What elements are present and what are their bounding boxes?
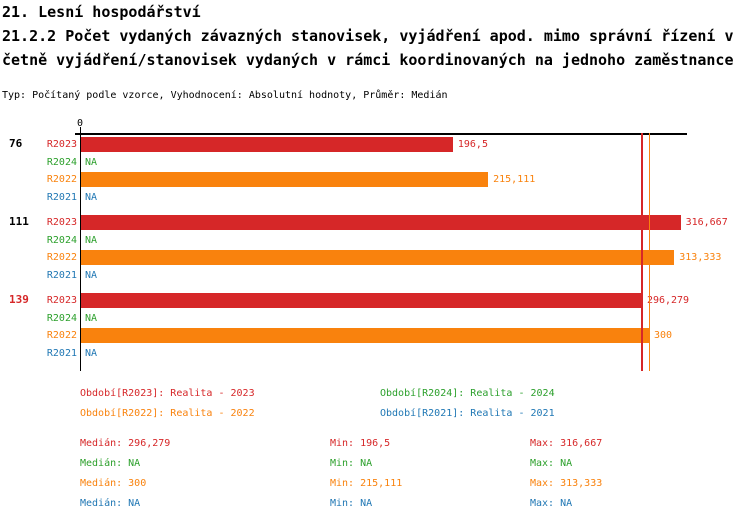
group-label: 76 [9,137,23,150]
series-row-label: R2022 [46,252,77,263]
stat-min-r2024: Min: NA [330,458,373,469]
bar-value-label: 313,333 [679,252,722,263]
na-label: NA [85,234,98,246]
stat-max-r2022: Max: 313,333 [530,478,603,489]
series-row-label: R2023 [46,295,77,306]
median-line-r2023 [641,133,643,371]
stat-median-r2022: Medián: 300 [80,478,147,489]
series-row-label: R2024 [46,234,77,246]
bar [80,215,681,230]
group-label: 111 [9,215,29,228]
median-line-r2022 [648,133,650,371]
stat-median-r2021: Medián: NA [80,498,141,509]
na-label: NA [85,347,98,359]
series-row-label: R2021 [46,191,77,203]
chart-meta: Typ: Počítaný podle vzorce, Vyhodnocení:… [2,90,448,101]
series-row-label: R2021 [46,269,77,281]
series-row-label: R2022 [46,330,77,341]
stat-min-r2021: Min: NA [330,498,373,509]
bar-value-label: 300 [654,330,673,341]
stat-max-r2023: Max: 316,667 [530,438,603,449]
series-row-label: R2023 [46,139,77,150]
y-axis-line [79,127,81,371]
legend-item-r2023: Období[R2023]: Realita - 2023 [80,388,255,399]
series-row-label: R2024 [46,156,77,168]
legend-item-r2024: Období[R2024]: Realita - 2024 [380,388,555,399]
stat-median-r2024: Medián: NA [80,458,141,469]
stat-min-r2023: Min: 196,5 [330,438,391,449]
bar [80,293,642,308]
legend-item-r2022: Období[R2022]: Realita - 2022 [80,408,255,419]
stat-median-r2023: Medián: 296,279 [80,438,171,449]
stat-max-r2021: Max: NA [530,498,573,509]
bar-value-label: 316,667 [685,217,728,228]
na-label: NA [85,191,98,203]
bar-value-label: 215,111 [493,174,536,185]
indicator-title-cont: četně vyjádření/stanovisek vydaných v rá… [2,51,734,69]
bar [80,172,489,187]
group-label: 139 [9,293,29,306]
na-label: NA [85,156,98,168]
bar [80,137,453,152]
na-label: NA [85,269,98,281]
stat-min-r2022: Min: 215,111 [330,478,403,489]
na-label: NA [85,312,98,324]
series-row-label: R2023 [46,217,77,228]
bar-value-label: 296,279 [646,295,690,306]
page-title: 21. Lesní hospodářství [2,3,201,21]
x-axis-line [75,133,687,135]
axis-zero-label: 0 [76,118,84,129]
bar-value-label: 196,5 [457,139,488,150]
series-row-label: R2024 [46,312,77,324]
legend-item-r2021: Období[R2021]: Realita - 2021 [380,408,555,419]
indicator-title: 21.2.2 Počet vydaných závazných stanovis… [2,27,734,45]
series-row-label: R2022 [46,174,77,185]
bar [80,250,675,265]
series-row-label: R2021 [46,347,77,359]
stat-max-r2024: Max: NA [530,458,573,469]
bar [80,328,649,343]
